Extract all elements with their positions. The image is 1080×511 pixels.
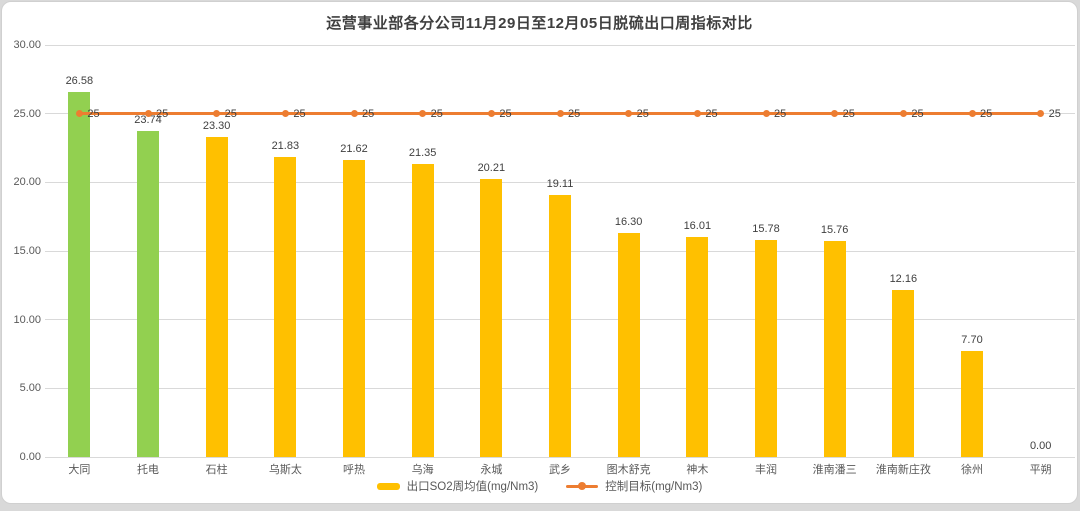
target-value-label: 25 [156,107,169,120]
bar-value-label: 21.83 [271,140,300,153]
bar [892,290,915,457]
bar [686,237,709,457]
target-marker-icon [75,110,83,118]
x-axis-label: 武乡 [549,464,571,476]
bar-value-label: 12.16 [889,273,918,286]
legend: 出口SO2周均值(mg/Nm3) 控制目标(mg/Nm3) [2,478,1077,494]
x-axis-label: 托电 [137,464,159,476]
bar [961,351,983,457]
legend-item-so2: 出口SO2周均值(mg/Nm3) [376,478,539,494]
legend-item-target: 控制目标(mg/Nm3) [566,478,702,494]
target-marker-icon [693,110,701,118]
target-value-label: 25 [911,107,924,120]
target-marker-icon [144,110,152,118]
y-axis-tick-label: 5.00 [19,382,41,395]
bar [617,233,640,457]
bar [137,130,159,457]
target-marker-icon [556,110,564,118]
x-axis-label: 大同 [68,464,91,476]
target-value-label: 25 [224,107,237,120]
y-axis-tick-label: 30.00 [13,39,41,51]
target-marker-icon [350,110,358,118]
bar-value-label: 15.78 [752,223,780,236]
bar [755,240,777,457]
target-value-label: 25 [293,107,306,120]
bar-value-label: 23.30 [202,120,231,133]
target-value-label: 25 [705,107,718,120]
bar-value-label: 19.11 [546,177,574,190]
legend-line-label: 控制目标(mg/Nm3) [605,481,703,493]
target-marker-icon [625,110,633,118]
x-axis-label: 呼热 [343,464,365,476]
x-axis-label: 徐州 [961,464,983,476]
bar [549,194,571,457]
target-value-label: 25 [980,107,993,120]
x-axis-label: 淮南潘三 [812,464,857,476]
target-marker-icon [762,110,770,118]
target-marker-icon [1037,110,1045,118]
target-marker-icon [487,110,495,118]
y-axis-tick-label: 10.00 [13,313,41,326]
y-axis-tick-label: 20.00 [13,176,41,189]
target-marker-icon [213,110,221,118]
x-axis-label: 丰润 [755,464,777,476]
target-value-label: 25 [362,107,375,120]
y-axis-tick-label: 0.00 [19,451,41,463]
legend-bar-label: 出口SO2周均值(mg/Nm3) [406,481,539,493]
x-axis-label: 淮南新庄孜 [875,464,931,476]
bar-value-label: 21.35 [408,146,437,159]
target-value-label: 25 [499,107,512,120]
legend-line-swatch [566,482,599,490]
target-value-label: 25 [87,107,100,120]
target-marker-icon [419,110,427,118]
bar-value-label: 16.30 [614,216,643,229]
bar [480,179,503,457]
bar-value-label: 20.21 [477,162,506,175]
bar-value-label: 15.76 [820,223,849,236]
legend-bar-swatch [376,482,400,490]
x-axis-label: 平朔 [1029,464,1052,476]
bar-value-label: 0.00 [1029,440,1052,452]
x-axis-label: 乌海 [411,464,434,476]
bar [205,137,228,457]
target-marker-icon [968,110,976,118]
x-axis-label: 乌斯太 [268,464,302,476]
bar-value-label: 26.58 [65,74,94,87]
target-marker-icon [899,110,907,118]
plot-area: 26.58 大同 23.74 托电 23.30 石柱 21.83 乌斯太 21.62 呼热 21.3… [45,44,1075,476]
bar [823,240,846,457]
gridline [45,44,1075,46]
chart-title: 运营事业部各分公司11月29日至12月05日脱硫出口周指标对比 [326,15,753,32]
target-value-label: 25 [774,107,787,120]
bar-value-label: 23.74 [134,113,162,126]
target-value-label: 25 [636,107,649,120]
target-marker-icon [281,110,289,118]
bar-value-label: 21.62 [340,143,368,156]
x-axis-label: 神木 [686,464,709,476]
y-axis-tick-label: 25.00 [13,107,41,120]
y-axis-tick-label: 15.00 [13,245,41,257]
x-axis-label: 石柱 [205,464,228,476]
bar [411,163,434,457]
x-axis-label: 图木舒克 [606,464,651,476]
bar [274,157,297,457]
gridline [45,181,1075,183]
bar [343,160,365,457]
bar-value-label: 16.01 [683,220,712,233]
target-value-label: 25 [568,107,581,120]
target-marker-icon [831,110,839,118]
bar-value-label: 7.70 [961,334,983,347]
gridline [45,456,1075,458]
bar [68,91,91,457]
target-value-label: 25 [430,107,443,120]
target-value-label: 25 [842,107,855,120]
target-value-label: 25 [1048,107,1061,120]
x-axis-label: 永城 [480,464,503,476]
legend-line-marker-icon [578,482,587,490]
